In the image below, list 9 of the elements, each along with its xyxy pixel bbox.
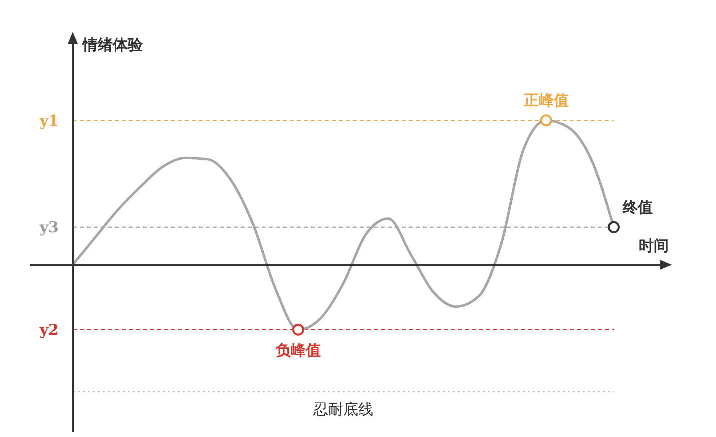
- x-axis-title: 时间: [639, 236, 669, 255]
- y-axis-title: 情绪体验: [82, 36, 144, 54]
- ref-line-label: y1: [38, 112, 59, 130]
- annotation: 正峰值: [522, 92, 569, 110]
- annotation: 负峰值: [274, 342, 321, 360]
- text: 终值: [622, 198, 653, 217]
- ref-line-label: 忍耐底线: [312, 400, 374, 419]
- ref-line-label: y2: [38, 321, 59, 340]
- ref-line-label: y3: [38, 218, 59, 237]
